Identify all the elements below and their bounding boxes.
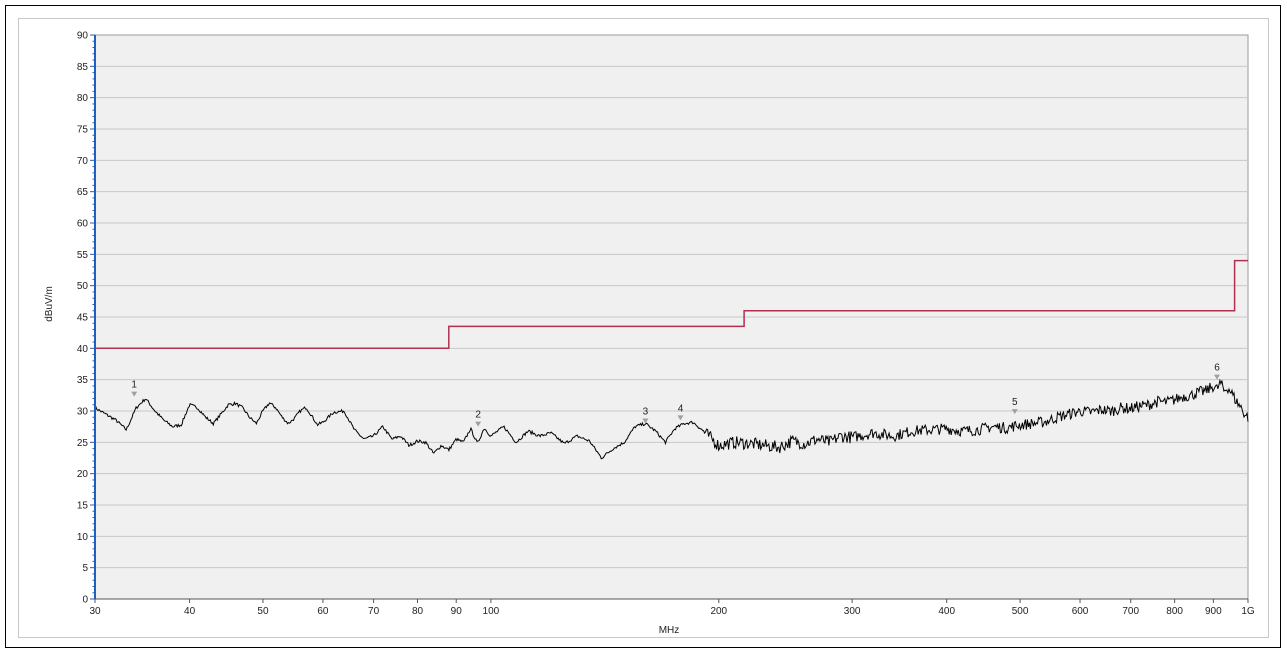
y-tick-label: 55 [77, 250, 89, 261]
y-tick-label: 20 [77, 469, 89, 480]
marker-triangle [677, 415, 684, 421]
x-tick-label: 80 [412, 606, 424, 617]
x-axis-label: MHz [659, 625, 680, 636]
marker-label: 3 [643, 407, 649, 418]
x-tick-label: 800 [1166, 606, 1183, 617]
x-tick-label: 600 [1072, 606, 1089, 617]
measurement-trace [94, 378, 1249, 460]
y-tick-label: 50 [77, 281, 89, 292]
y-tick-label: 80 [77, 93, 89, 104]
grid [95, 65, 1248, 569]
axes [90, 34, 1249, 603]
x-tick-label: 200 [710, 606, 727, 617]
marker-triangle [475, 421, 482, 427]
y-tick-label: 30 [77, 407, 89, 418]
emission-chart: 12 3 456 051015202530354045505560657075808… [44, 31, 1255, 637]
x-tick-label: 300 [844, 606, 861, 617]
marker-label: 6 [1214, 363, 1220, 374]
marker-label: 2 [475, 410, 481, 421]
y-tick-label: 10 [77, 532, 89, 543]
y-tick-label: 15 [77, 501, 89, 512]
x-tick-label: 900 [1205, 606, 1222, 617]
x-tick-label: 90 [451, 606, 463, 617]
y-tick-label: 65 [77, 187, 89, 198]
marker-triangle [642, 418, 649, 424]
marker-label: 4 [678, 403, 684, 414]
marker-label: 5 [1012, 397, 1018, 408]
x-tick-label: 1G [1241, 606, 1255, 617]
marker-triangle [131, 391, 138, 397]
markers: 1 2 3 4 5 6 [131, 363, 1220, 427]
y-tick-label: 70 [77, 156, 89, 167]
y-axis-label: dBuV/m [44, 286, 55, 322]
x-tick-label: 40 [184, 606, 196, 617]
x-tick-label: 500 [1012, 606, 1029, 617]
limit-polyline [95, 259, 1248, 350]
x-tick-label: 30 [89, 606, 101, 617]
y-tick-label: 90 [77, 31, 89, 42]
marker-triangle [1213, 374, 1220, 380]
x-tick-label: 100 [483, 606, 500, 617]
limit-line [95, 259, 1248, 350]
y-tick-label: 40 [77, 344, 89, 355]
y-tick-label: 45 [77, 313, 89, 324]
marker-label: 1 [131, 380, 137, 391]
x-tick-label: 70 [368, 606, 380, 617]
y-tick-labels: 0 5 10 15 20 25 30 35 40 45 50 55 60 65 70 75 80 85 90 [77, 31, 89, 606]
y-tick-label: 60 [77, 219, 89, 230]
marker-triangle [1011, 409, 1018, 415]
y-tick-label: 5 [82, 563, 88, 574]
y-tick-label: 85 [77, 62, 89, 73]
x-tick-label: 700 [1122, 606, 1139, 617]
measurement-polyline [94, 378, 1249, 460]
x-tick-label: 400 [938, 606, 955, 617]
x-tick-labels: 30 40 50 60 70 80 90 100 200 300 400 500 600 700 800 90… [89, 606, 1254, 617]
x-tick-label: 50 [257, 606, 269, 617]
y-tick-label: 0 [82, 595, 88, 606]
y-tick-label: 25 [77, 438, 89, 449]
y-tick-label: 35 [77, 375, 89, 386]
x-tick-label: 60 [317, 606, 329, 617]
y-tick-label: 75 [77, 125, 89, 136]
